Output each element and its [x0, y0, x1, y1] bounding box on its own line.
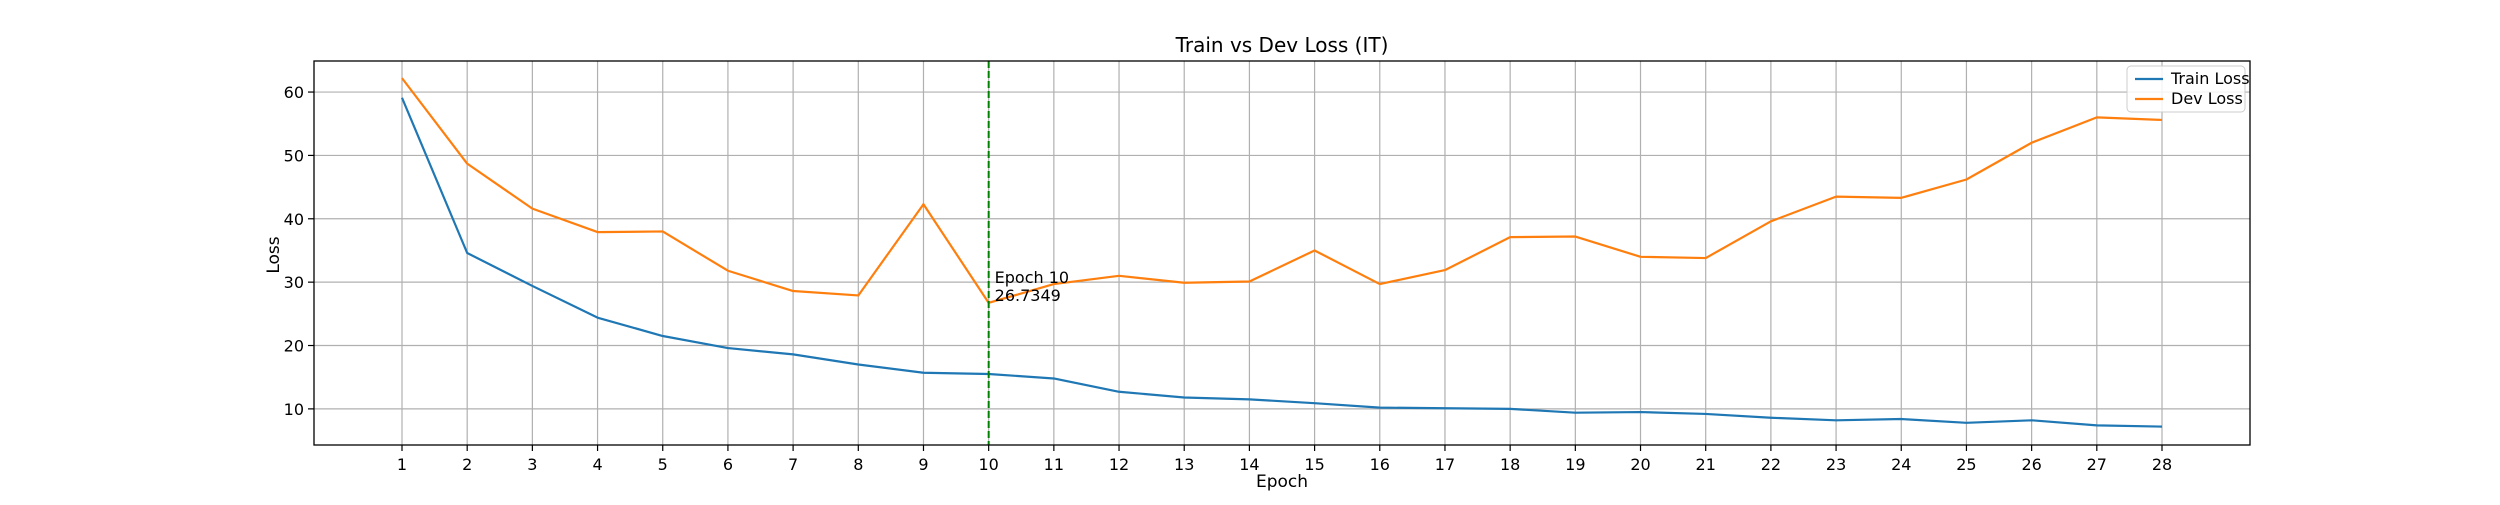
x-tick-label: 28	[2152, 455, 2172, 474]
chart-title: Train vs Dev Loss (IT)	[1175, 33, 1389, 57]
x-tick-label: 7	[788, 455, 798, 474]
x-tick-label: 16	[1370, 455, 1390, 474]
series-line-train-loss	[400, 97, 2163, 428]
grid-layer	[314, 61, 2250, 445]
x-tick-label: 20	[1630, 455, 1650, 474]
x-tick-label: 1	[397, 455, 407, 474]
legend-box	[2126, 65, 2246, 113]
annotation-value-label: 26.7349	[995, 286, 1061, 305]
y-tick-label: 30	[284, 273, 304, 292]
y-tick-label: 10	[284, 400, 304, 419]
x-tick-label: 5	[658, 455, 668, 474]
x-tick-label: 12	[1109, 455, 1129, 474]
x-tick-label: 9	[918, 455, 928, 474]
legend-label-train-loss: Train Loss	[2170, 69, 2250, 88]
x-tick-label: 18	[1500, 455, 1520, 474]
x-tick-label: 21	[1696, 455, 1716, 474]
x-tick-label: 2	[462, 455, 472, 474]
x-tick-label: 10	[978, 455, 998, 474]
y-tick-label: 60	[284, 83, 304, 102]
x-tick-label: 23	[1826, 455, 1846, 474]
x-tick-label: 22	[1761, 455, 1781, 474]
x-tick-label: 6	[723, 455, 733, 474]
x-tick-label: 19	[1565, 455, 1585, 474]
y-axis-label: Loss	[264, 236, 284, 273]
series-line-dev-loss	[401, 77, 2163, 304]
x-tick-label: 3	[527, 455, 537, 474]
axes-layer: 1 2 3 4 5 6 7 8 9 10 11 12 13 14 15 16 17 18 19 20 21 22 23 24 2…	[284, 60, 2251, 474]
x-tick-label: 8	[853, 455, 863, 474]
x-tick-label: 26	[2021, 455, 2041, 474]
plot-frame	[313, 60, 2251, 446]
y-tick-label: 50	[284, 146, 304, 165]
x-tick-label: 25	[1956, 455, 1976, 474]
y-tick-label: 40	[284, 210, 304, 229]
x-tick-label: 13	[1174, 455, 1194, 474]
x-tick-label: 24	[1891, 455, 1911, 474]
annotation-epoch-label: Epoch 10	[995, 268, 1069, 287]
x-tick-label: 17	[1435, 455, 1455, 474]
series-layer	[400, 77, 2163, 428]
x-tick-label: 14	[1239, 455, 1259, 474]
x-tick-label: 4	[592, 455, 602, 474]
x-tick-label: 11	[1044, 455, 1064, 474]
legend-label-dev-loss: Dev Loss	[2171, 89, 2243, 108]
y-tick-label: 20	[284, 337, 304, 356]
x-tick-label: 27	[2087, 455, 2107, 474]
x-axis-label: Epoch	[1256, 472, 1308, 492]
x-tick-label: 15	[1304, 455, 1324, 474]
